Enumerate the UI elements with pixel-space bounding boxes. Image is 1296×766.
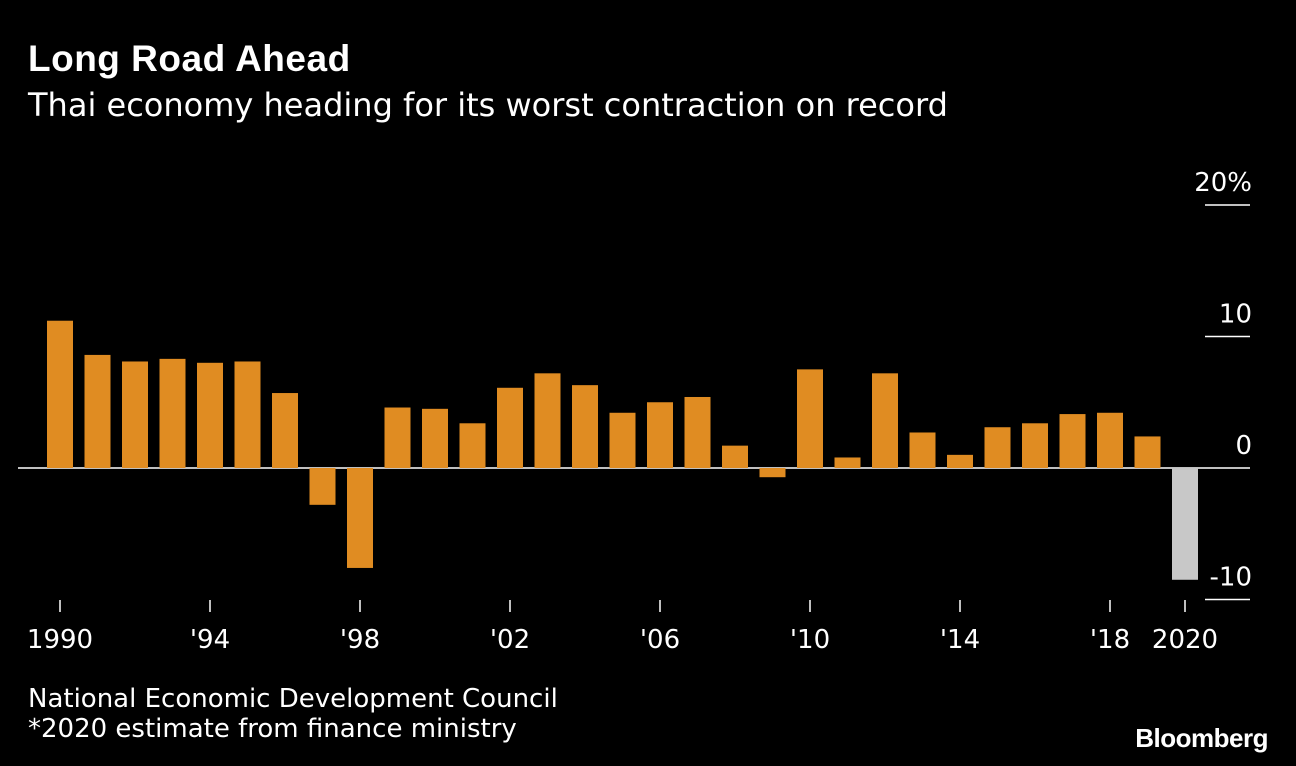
bar-2020	[1172, 468, 1198, 580]
y-tick-label: 20%	[1194, 168, 1252, 198]
bar-2003	[534, 373, 561, 468]
bar-2010	[797, 369, 823, 468]
bar-2016	[1022, 423, 1048, 468]
bar-2001	[459, 423, 486, 468]
bar-2017	[1059, 414, 1086, 468]
bar-1994	[197, 362, 223, 468]
x-tick-label: '18	[1090, 625, 1130, 655]
x-tick-label: '06	[640, 625, 680, 655]
bar-2006	[647, 402, 673, 468]
x-tick-label: '14	[940, 625, 980, 655]
x-axis: 1990 '94 '98 '02 '06 '10 '14 '18 2020	[27, 600, 1218, 655]
chart-title: Long Road Ahead	[28, 38, 351, 79]
x-tick-label: 2020	[1152, 625, 1218, 655]
bar-1999	[384, 407, 411, 468]
x-tick-label: '02	[490, 625, 530, 655]
bloomberg-logo: Bloomberg	[1135, 723, 1268, 753]
x-tick-label: '94	[190, 625, 230, 655]
x-tick-label: '10	[790, 625, 830, 655]
bar-2009	[759, 468, 786, 478]
y-tick-label: 0	[1235, 431, 1252, 461]
bar-1990	[47, 320, 73, 468]
bar-2014	[947, 454, 973, 468]
bar-2007	[684, 396, 711, 468]
x-tick-label: 1990	[27, 625, 93, 655]
footnote-line: *2020 estimate from finance ministry	[28, 714, 517, 744]
bars	[47, 320, 1198, 580]
bar-1991	[84, 354, 111, 468]
bar-1993	[159, 358, 186, 468]
bar-1998	[347, 468, 373, 568]
bar-2018	[1097, 412, 1123, 468]
bar-2000	[422, 408, 448, 468]
bar-1992	[122, 361, 148, 468]
source-line: National Economic Development Council	[28, 684, 558, 714]
bar-2012	[872, 373, 898, 468]
bar-1997	[309, 468, 336, 505]
bar-2011	[834, 457, 861, 468]
bar-1996	[272, 393, 298, 468]
bar-2008	[722, 445, 748, 468]
bar-2019	[1134, 436, 1161, 468]
bar-2015	[984, 427, 1011, 468]
bar-2004	[572, 385, 598, 468]
y-tick-label: -10	[1210, 563, 1252, 593]
bar-2013	[909, 432, 936, 468]
source-note: National Economic Development Council *2…	[28, 684, 558, 744]
bar-2002	[497, 387, 523, 468]
bar-1995	[234, 361, 261, 468]
bar-2005	[609, 412, 636, 468]
x-tick-label: '98	[340, 625, 380, 655]
chart-subtitle: Thai economy heading for its worst contr…	[28, 86, 948, 124]
y-tick-label: 10	[1219, 300, 1252, 330]
